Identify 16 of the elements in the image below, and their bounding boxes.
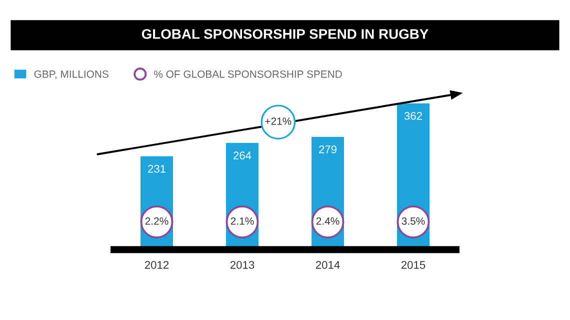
data-label: 362 bbox=[404, 112, 422, 120]
x-tick-label: 2014 bbox=[316, 261, 340, 269]
annotation: +21% bbox=[265, 118, 292, 125]
data-label: 279 bbox=[319, 145, 336, 154]
x-tick-label: 2015 bbox=[401, 261, 426, 269]
x-tick-label: 2012 bbox=[144, 261, 169, 269]
annotation: 2.2% bbox=[145, 217, 168, 225]
data-label: 264 bbox=[234, 152, 252, 160]
annotation: 2.1% bbox=[230, 217, 254, 225]
chart-title: GLOBAL SPONSORSHIP SPEND IN RUGBY bbox=[142, 29, 428, 39]
legend-label: % OF GLOBAL SPONSORSHIP SPEND bbox=[154, 70, 342, 78]
legend-label: GBP, MILLIONS bbox=[34, 70, 108, 80]
x-tick-label: 2013 bbox=[230, 261, 254, 269]
data-label: 231 bbox=[148, 164, 166, 173]
annotation: 2.4% bbox=[316, 217, 340, 225]
annotation: 3.5% bbox=[402, 217, 425, 225]
